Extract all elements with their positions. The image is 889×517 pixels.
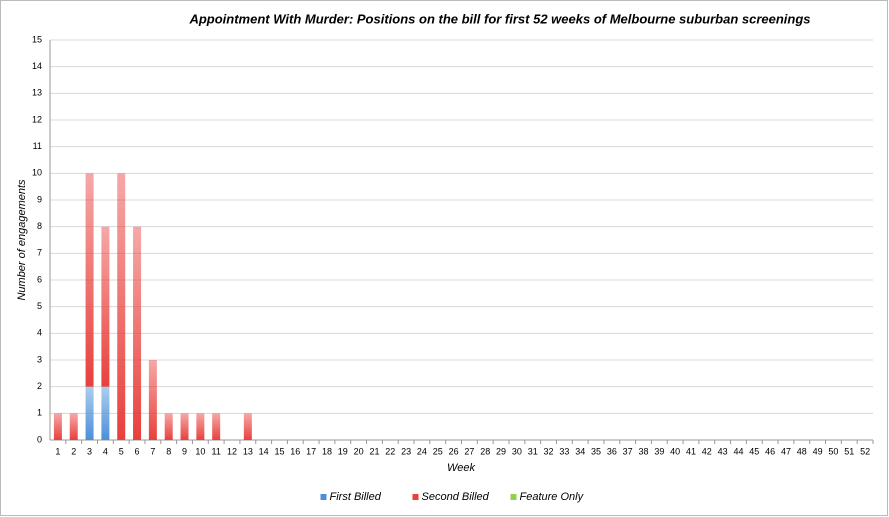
y-tick-label: 1 [37,408,42,418]
y-tick-label: 14 [32,61,42,71]
x-tick-label: 36 [607,446,617,456]
x-tick-label: 19 [338,446,348,456]
bar [101,386,110,440]
x-tick-label: 15 [274,446,284,456]
y-tick-label: 0 [37,434,42,444]
x-tick-label: 2 [71,446,76,456]
x-tick-label: 30 [512,446,522,456]
x-tick-label: 4 [103,446,108,456]
x-tick-label: 17 [306,446,316,456]
y-tick-label: 3 [37,354,42,364]
x-tick-label: 18 [322,446,332,456]
bar [164,413,173,440]
x-tick-label: 38 [639,446,649,456]
x-tick-label: 20 [354,446,364,456]
x-tick-label: 23 [401,446,411,456]
legend-text: Second Billed [422,491,490,503]
x-tick-label: 42 [702,446,712,456]
y-tick-label: 8 [37,221,42,231]
bar [133,226,142,440]
y-tick-label: 10 [32,168,42,178]
bar [117,173,126,441]
bar [243,413,252,440]
x-tick-label: 35 [591,446,601,456]
x-tick-label: 40 [670,446,680,456]
x-tick-label: 33 [559,446,569,456]
y-tick-label: 7 [37,248,42,258]
bar [53,413,62,440]
y-tick-label: 5 [37,301,42,311]
x-tick-label: 43 [718,446,728,456]
x-tick-label: 24 [417,446,427,456]
x-tick-label: 22 [385,446,395,456]
bar [69,413,78,440]
x-axis-title: Week [447,462,475,474]
x-tick-label: 45 [749,446,759,456]
bar [148,360,157,440]
y-tick-label: 11 [33,141,42,151]
x-tick-label: 39 [654,446,664,456]
x-tick-label: 21 [369,446,379,456]
x-tick-label: 47 [781,446,791,456]
x-tick-label: 37 [623,446,633,456]
x-tick-label: 28 [480,446,490,456]
x-tick-label: 25 [433,446,443,456]
x-tick-label: 52 [860,446,870,456]
x-tick-label: 49 [813,446,823,456]
legend-swatch [510,494,517,500]
x-tick-label: 16 [290,446,300,456]
x-tick-label: 6 [135,446,140,456]
y-tick-label: 4 [37,328,42,338]
bar [212,413,221,440]
y-tick-label: 2 [37,381,42,391]
y-tick-label: 15 [32,34,42,44]
legend-text: First Billed [330,491,382,503]
x-tick-label: 41 [686,446,696,456]
x-tick-label: 8 [166,446,171,456]
x-tick-label: 14 [259,446,269,456]
bar [101,226,110,387]
x-tick-label: 32 [544,446,554,456]
x-tick-label: 50 [828,446,838,456]
y-tick-label: 12 [32,114,42,124]
x-tick-label: 5 [119,446,124,456]
x-tick-label: 10 [195,446,205,456]
y-axis-title: Number of engagements [16,179,28,301]
bar [196,413,205,440]
x-tick-label: 13 [243,446,253,456]
y-tick-label: 9 [37,194,42,204]
x-tick-label: 51 [844,446,854,456]
bar [85,173,94,387]
x-tick-label: 1 [55,446,60,456]
x-tick-label: 3 [87,446,92,456]
x-tick-label: 11 [212,446,221,456]
x-tick-label: 27 [464,446,474,456]
bar [85,386,94,440]
legend-text: Feature Only [520,491,585,503]
x-tick-label: 46 [765,446,775,456]
chart-title: Appointment With Murder: Positions on th… [188,11,810,26]
bar [180,413,189,440]
y-tick-label: 13 [32,88,42,98]
legend-swatch [412,494,419,500]
x-tick-label: 31 [528,446,538,456]
x-tick-label: 7 [150,446,155,456]
legend-swatch [320,494,327,500]
x-tick-label: 44 [733,446,743,456]
x-tick-label: 26 [449,446,459,456]
x-tick-label: 34 [575,446,585,456]
x-tick-label: 29 [496,446,506,456]
x-tick-label: 12 [227,446,237,456]
y-tick-label: 6 [37,274,42,284]
x-tick-label: 9 [182,446,187,456]
x-tick-label: 48 [797,446,807,456]
